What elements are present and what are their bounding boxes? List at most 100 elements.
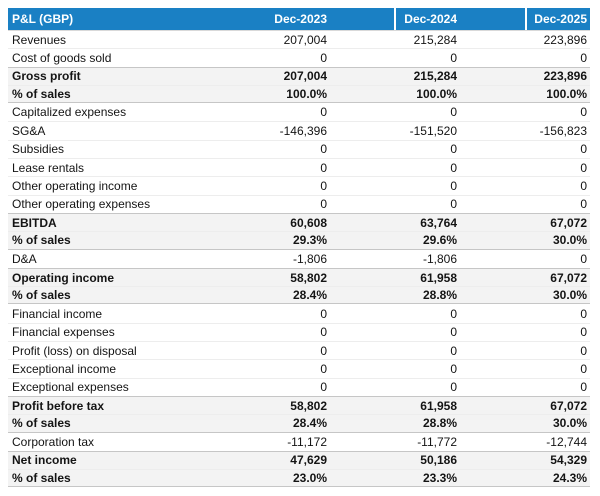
cell-value: 0 [580, 361, 587, 376]
table-row: Financial income 0 0 0 [8, 304, 590, 323]
cell-value: 207,004 [283, 32, 327, 47]
table-row: % of sales 23.0% 23.3% 24.3% [8, 469, 590, 488]
table-row: Exceptional income 0 0 0 [8, 359, 590, 378]
row-label: Financial expenses [12, 325, 115, 340]
cell-value: -151,520 [409, 124, 457, 139]
cell-value: 0 [320, 306, 327, 321]
cell-value: -146,396 [279, 124, 327, 139]
cell-value: 47,629 [290, 453, 327, 468]
row-label: Revenues [12, 32, 67, 47]
row-label: Exceptional expenses [12, 380, 129, 395]
table-row: % of sales 100.0% 100.0% 100.0% [8, 84, 590, 104]
cell-value: 58,802 [290, 270, 327, 285]
row-label: % of sales [12, 416, 71, 431]
row-label: Net income [12, 453, 77, 468]
cell-value: 0 [320, 160, 327, 175]
row-label: Gross profit [12, 69, 81, 84]
cell-value: 100.0% [286, 87, 327, 102]
table-row: SG&A -146,396 -151,520 -156,823 [8, 121, 590, 140]
cell-value: 28.4% [292, 288, 327, 303]
cell-value: 0 [580, 197, 587, 212]
cell-value: 215,284 [413, 32, 457, 47]
table-row: Cost of goods sold 0 0 0 [8, 48, 590, 67]
table-row: Lease rentals 0 0 0 [8, 158, 590, 177]
row-label: % of sales [12, 233, 71, 248]
cell-value: 0 [580, 306, 587, 321]
table-row: Operating income 58,802 61,958 67,072 [8, 267, 590, 287]
row-label: Other operating income [12, 179, 138, 194]
cell-value: 0 [580, 325, 587, 340]
cell-value: 50,186 [420, 453, 457, 468]
cell-value: 24.3% [552, 471, 587, 486]
cell-value: 29.6% [422, 233, 457, 248]
table-row: Capitalized expenses 0 0 0 [8, 103, 590, 122]
row-label: % of sales [12, 288, 71, 303]
cell-value: 0 [320, 142, 327, 157]
table-row: Net income 47,629 50,186 54,329 [8, 450, 590, 470]
cell-value: 29.3% [292, 233, 327, 248]
table-header-row: P&L (GBP) Dec-2023 Dec-2024 Dec-2025 [8, 8, 590, 30]
cell-value: 0 [450, 179, 457, 194]
row-label: Operating income [12, 270, 115, 285]
cell-value: 0 [580, 380, 587, 395]
row-label: Financial income [12, 306, 103, 321]
cell-value: 0 [580, 343, 587, 358]
table-row: Other operating expenses 0 0 0 [8, 194, 590, 213]
cell-value: 0 [580, 50, 587, 65]
table-row: Revenues 207,004 215,284 223,896 [8, 30, 590, 49]
cell-value: 223,896 [543, 32, 587, 47]
cell-value: -11,172 [287, 434, 327, 449]
cell-value: 0 [450, 105, 457, 120]
row-label: Corporation tax [12, 434, 95, 449]
table-row: Other operating income 0 0 0 [8, 176, 590, 195]
row-label: D&A [12, 251, 37, 266]
cell-value: 67,072 [550, 270, 587, 285]
cell-value: 30.0% [552, 288, 587, 303]
row-label: Lease rentals [12, 160, 85, 175]
row-label: % of sales [12, 87, 71, 102]
cell-value: 0 [320, 50, 327, 65]
table-row: Gross profit 207,004 215,284 223,896 [8, 66, 590, 85]
cell-value: 63,764 [420, 215, 457, 230]
cell-value: 67,072 [550, 398, 587, 413]
table-row: % of sales 28.4% 28.8% 30.0% [8, 286, 590, 305]
cell-value: 0 [450, 142, 457, 157]
row-label: SG&A [12, 124, 46, 139]
cell-value: -156,823 [539, 124, 587, 139]
cell-value: 100.0% [416, 87, 457, 102]
cell-value: 207,004 [283, 69, 327, 84]
pl-statement-table: P&L (GBP) Dec-2023 Dec-2024 Dec-2025 Rev… [8, 8, 590, 488]
cell-value: 0 [320, 343, 327, 358]
cell-value: 23.0% [292, 471, 327, 486]
cell-value: 28.8% [422, 416, 457, 431]
row-label: Capitalized expenses [12, 105, 127, 120]
cell-value: 0 [580, 142, 587, 157]
cell-value: 0 [450, 197, 457, 212]
cell-value: 0 [450, 325, 457, 340]
cell-value: 61,958 [420, 398, 457, 413]
table-row: Profit before tax 58,802 61,958 67,072 [8, 395, 590, 415]
row-label: % of sales [12, 471, 71, 486]
cell-value: -11,772 [417, 434, 457, 449]
cell-value: 0 [320, 361, 327, 376]
row-label: Exceptional income [12, 361, 117, 376]
cell-value: 0 [450, 343, 457, 358]
cell-value: 61,958 [420, 270, 457, 285]
table-row: EBITDA 60,608 63,764 67,072 [8, 212, 590, 232]
cell-value: 54,329 [550, 453, 587, 468]
cell-value: -1,806 [292, 251, 327, 266]
header-cell-divider [525, 8, 527, 30]
cell-value: 28.8% [422, 288, 457, 303]
cell-value: 30.0% [552, 233, 587, 248]
cell-value: 0 [580, 105, 587, 120]
row-label: Other operating expenses [12, 197, 151, 212]
table-row: Financial expenses 0 0 0 [8, 322, 590, 342]
cell-value: 0 [580, 179, 587, 194]
cell-value: 0 [320, 380, 327, 395]
table-row: % of sales 28.4% 28.8% 30.0% [8, 414, 590, 433]
cell-value: -1,806 [422, 251, 457, 266]
cell-value: 60,608 [290, 215, 327, 230]
cell-value: 0 [450, 160, 457, 175]
cell-value: 23.3% [422, 471, 457, 486]
table-row: D&A -1,806 -1,806 0 [8, 249, 590, 268]
